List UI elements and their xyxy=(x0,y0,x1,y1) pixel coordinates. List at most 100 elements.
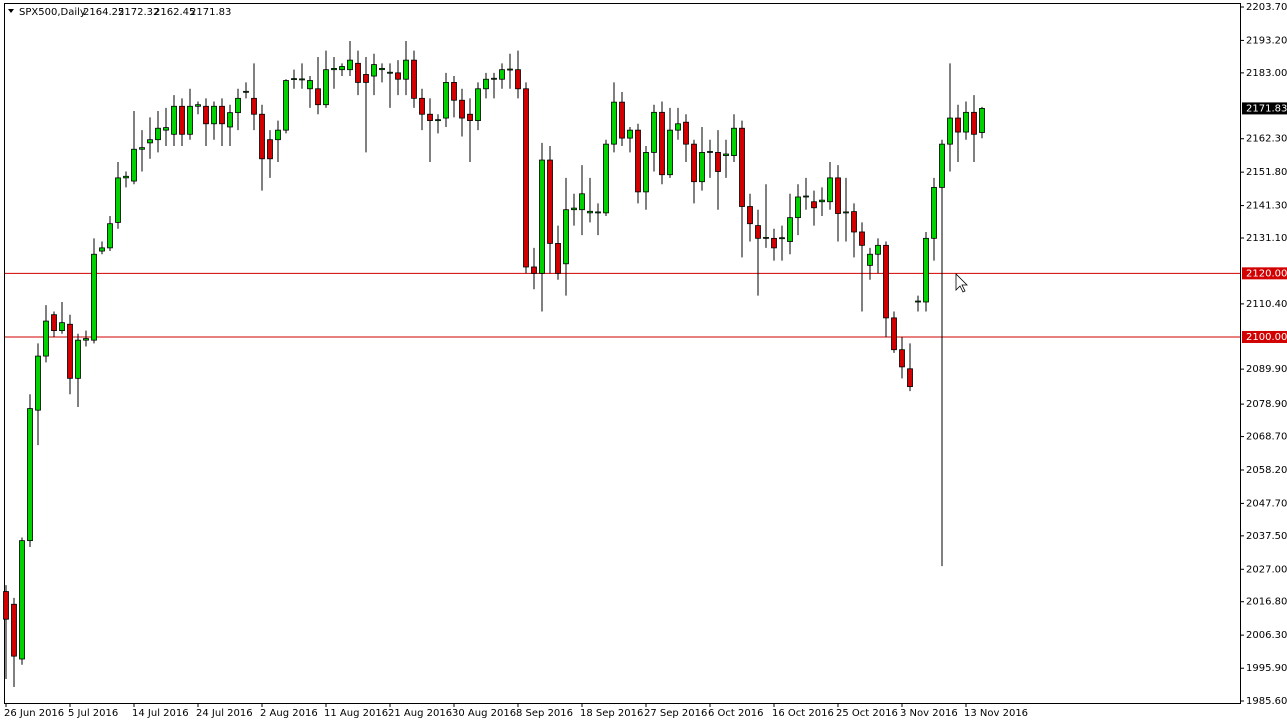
candle-body xyxy=(579,193,585,211)
hline-label-bg xyxy=(1242,267,1287,280)
price-label-bg xyxy=(1242,102,1287,115)
candle-body xyxy=(635,129,641,193)
candle-body xyxy=(515,69,521,90)
candle-body xyxy=(571,207,577,211)
candle-body xyxy=(739,127,745,207)
y-tick-label: 2162.30 xyxy=(1246,134,1287,145)
candle-body xyxy=(419,97,425,115)
candle-body xyxy=(611,101,617,145)
candle-body xyxy=(459,99,465,119)
candle-body xyxy=(171,105,177,135)
current-price-label: 2171.83 xyxy=(1246,103,1287,114)
x-tick-label: 2 Aug 2016 xyxy=(260,708,318,719)
candle-body xyxy=(11,603,17,657)
candle-body xyxy=(43,320,49,357)
hline-label: 2120.00 xyxy=(1246,268,1287,279)
candle-body xyxy=(27,408,33,542)
y-tick-label: 2016.80 xyxy=(1246,597,1287,608)
candle-body xyxy=(915,300,921,303)
candle-body xyxy=(235,97,241,114)
candle-body xyxy=(91,253,97,341)
header: SPX500,Daily 2164.25 2172.32 2162.45 217… xyxy=(19,7,231,18)
candle-body xyxy=(243,90,249,93)
x-tick-label: 24 Jul 2016 xyxy=(196,708,253,719)
candle-body xyxy=(547,159,553,244)
x-tick-label: 8 Sep 2016 xyxy=(516,708,573,719)
candle-body xyxy=(731,127,737,157)
candle-body xyxy=(811,201,817,209)
x-tick-label: 18 Sep 2016 xyxy=(580,708,643,719)
candle-body xyxy=(19,540,25,660)
y-tick-label: 2006.30 xyxy=(1246,630,1287,641)
y-tick-label: 2058.20 xyxy=(1246,465,1287,476)
candle-body xyxy=(907,368,913,388)
header-open: 2164.25 xyxy=(83,7,124,18)
y-tick-label: 2183.00 xyxy=(1246,68,1287,79)
candle-body xyxy=(883,244,889,319)
y-tick-label: 2203.70 xyxy=(1246,2,1287,13)
candle-body xyxy=(219,105,225,125)
plot-layer: 2203.70 2193.20 2183.00 2162.30 2151.80 2141.… xyxy=(3,2,1287,719)
candle-body xyxy=(787,217,793,242)
header-high: 2172.32 xyxy=(118,7,159,18)
candle-body xyxy=(659,111,665,176)
candle-body xyxy=(291,78,297,80)
candle-body xyxy=(251,97,257,115)
candle-body xyxy=(755,225,761,239)
candle-body xyxy=(371,64,377,77)
candle-body xyxy=(875,244,881,255)
candle-body xyxy=(747,206,753,225)
candle-body xyxy=(211,105,217,125)
candle-body xyxy=(403,59,409,80)
candle-body xyxy=(619,101,625,139)
candle-body xyxy=(843,211,849,214)
candle-body xyxy=(435,119,441,122)
candle-body xyxy=(179,105,185,135)
candle-body xyxy=(203,105,209,125)
candle-body xyxy=(955,117,961,133)
x-tick-label: 3 Nov 2016 xyxy=(900,708,958,719)
x-tick-label: 5 Jul 2016 xyxy=(68,708,118,719)
candle-body xyxy=(931,187,937,239)
candle-body xyxy=(531,266,537,274)
mouse-cursor xyxy=(955,273,968,293)
candle-body xyxy=(795,196,801,219)
candle-body xyxy=(563,209,569,265)
candle-body xyxy=(539,159,545,274)
candle-body xyxy=(147,139,153,144)
candle-body xyxy=(555,243,561,274)
candle-body xyxy=(323,69,329,106)
y-tick-label: 2027.00 xyxy=(1246,564,1287,575)
candle-body xyxy=(627,129,633,139)
y-tick-label: 2193.20 xyxy=(1246,35,1287,46)
header-low: 2162.45 xyxy=(154,7,195,18)
candle-body xyxy=(779,237,785,240)
y-tick-label: 2151.80 xyxy=(1246,167,1287,178)
y-tick-label: 2037.50 xyxy=(1246,531,1287,542)
candle-body xyxy=(891,317,897,351)
candle-body xyxy=(499,69,505,80)
candle-body xyxy=(83,338,89,341)
candle-body xyxy=(347,59,353,71)
candle-body xyxy=(131,148,137,182)
candle-body xyxy=(899,349,905,368)
candle-body xyxy=(979,108,985,133)
candle-body xyxy=(35,355,41,411)
candle-body xyxy=(835,177,841,214)
candle-body xyxy=(107,223,113,249)
candle-body xyxy=(115,177,121,223)
candle-body xyxy=(827,177,833,203)
x-tick-label: 27 Sep 2016 xyxy=(644,708,707,719)
candle-body xyxy=(851,211,857,233)
candle-body xyxy=(651,111,657,153)
candle-body xyxy=(187,105,193,135)
candle-body xyxy=(707,151,713,153)
candle-body xyxy=(139,147,145,150)
candle-body xyxy=(99,247,105,252)
candle-body xyxy=(971,111,977,135)
y-tick-label: 2110.40 xyxy=(1246,299,1287,310)
candle-body xyxy=(683,121,689,145)
hline-label-bg xyxy=(1242,330,1287,343)
candle-body xyxy=(267,139,273,160)
candle-body xyxy=(803,195,809,198)
